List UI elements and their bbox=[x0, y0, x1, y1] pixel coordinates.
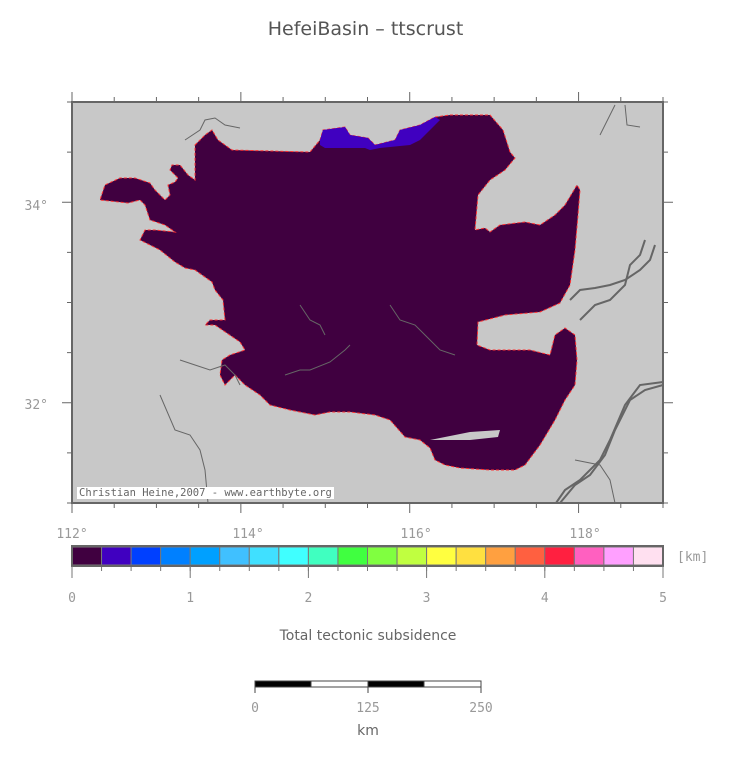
scale-bar bbox=[254, 680, 482, 693]
river bbox=[624, 104, 641, 128]
credit-text: Christian Heine,2007 - www.earthbyte.org bbox=[77, 487, 334, 499]
river bbox=[579, 239, 646, 321]
lat-label: 32° bbox=[25, 398, 48, 413]
river bbox=[569, 244, 656, 301]
colorbar-cell bbox=[160, 546, 191, 566]
basin-region bbox=[99, 114, 581, 471]
colorbar-label: Total tectonic subsidence bbox=[279, 628, 457, 644]
colorbar bbox=[71, 546, 664, 571]
colorbar-cell bbox=[189, 546, 221, 566]
river bbox=[389, 304, 456, 356]
colorbar-tick-label: 5 bbox=[659, 591, 667, 606]
colorbar-cell bbox=[367, 546, 398, 566]
river bbox=[179, 359, 241, 386]
scale-label: 0 bbox=[251, 701, 259, 716]
colorbar-unit: [km] bbox=[677, 550, 708, 565]
colorbar-tick-label: 0 bbox=[68, 591, 76, 606]
colorbar-cell bbox=[71, 546, 103, 566]
colorbar-cell bbox=[603, 546, 634, 566]
colorbar-cell bbox=[130, 546, 162, 566]
deep-subsidence-patch bbox=[320, 117, 440, 150]
lon-label: 116° bbox=[400, 527, 431, 542]
lat-label: 34° bbox=[25, 199, 48, 214]
colorbar-cell bbox=[485, 546, 516, 566]
river bbox=[299, 304, 326, 336]
colorbar-cell bbox=[337, 546, 369, 566]
colorbar-cell bbox=[632, 546, 664, 566]
colorbar-cell bbox=[101, 546, 132, 566]
basin-hole bbox=[430, 430, 500, 440]
lon-label: 114° bbox=[232, 527, 263, 542]
colorbar-cell bbox=[455, 546, 487, 566]
colorbar-tick-label: 1 bbox=[186, 591, 194, 606]
lon-label: 118° bbox=[569, 527, 600, 542]
river bbox=[574, 459, 616, 504]
lon-label: 112° bbox=[56, 527, 87, 542]
colorbar-tick-label: 3 bbox=[423, 591, 431, 606]
colorbar-cell bbox=[248, 546, 280, 566]
colorbar-tick-label: 4 bbox=[541, 591, 549, 606]
colorbar-cell bbox=[278, 546, 309, 566]
river bbox=[555, 381, 664, 504]
river bbox=[284, 344, 351, 376]
river bbox=[559, 384, 664, 504]
colorbar-cell bbox=[396, 546, 428, 566]
scale-label: 125 bbox=[356, 701, 379, 716]
river bbox=[184, 117, 241, 141]
colorbar-tick-label: 2 bbox=[304, 591, 312, 606]
colorbar-cell bbox=[514, 546, 546, 566]
river bbox=[599, 104, 616, 136]
colorbar-frame bbox=[71, 545, 664, 567]
colorbar-cell bbox=[544, 546, 575, 566]
map-ticks bbox=[62, 92, 673, 513]
colorbar-cell bbox=[573, 546, 605, 566]
colorbar-cell bbox=[307, 546, 339, 566]
scale-label: 250 bbox=[469, 701, 492, 716]
river bbox=[159, 394, 209, 504]
scale-unit: km bbox=[357, 723, 379, 739]
map-title: HefeiBasin – ttscrust bbox=[267, 18, 464, 40]
colorbar-cell bbox=[426, 546, 457, 566]
rivers bbox=[159, 104, 664, 504]
colorbar-cell bbox=[219, 546, 250, 566]
